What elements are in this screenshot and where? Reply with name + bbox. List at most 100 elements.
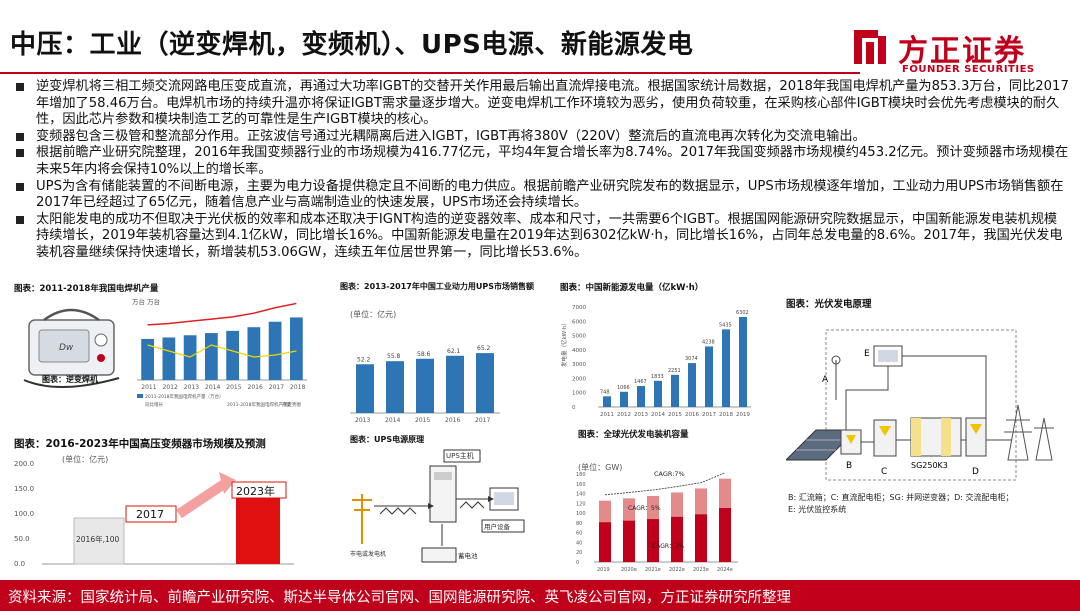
pv-label-b: B xyxy=(846,461,852,471)
bullet-text: 变频器包含三极管和整流部分作用。正弦波信号通过光耦隔离后进入IGBT，IGBT再… xyxy=(36,128,866,144)
bullet-text: 根据前瞻产业研究院整理，2016年我国变频器行业的市场规模为416.77亿元，平… xyxy=(36,145,1069,177)
ne-x-tick: 2013 xyxy=(634,412,648,418)
ne-y-tick: 6000 xyxy=(572,319,586,325)
ne-bar xyxy=(654,380,662,407)
ne-bar xyxy=(688,363,696,407)
ne-bar xyxy=(603,396,611,407)
ups-bar xyxy=(416,358,434,413)
svg-text:2016年,100: 2016年,100 xyxy=(76,534,120,544)
figure-caption: 图表：2016-2023年中国高压变频器市场规模及预测 xyxy=(14,438,266,450)
ne-bar-label: 748 xyxy=(600,389,610,395)
ups-x-tick: 2015 xyxy=(415,417,430,424)
ups-x-tick: 2014 xyxy=(385,417,400,424)
bullet-text: 太阳能发电的成功不但取决于光伏板的效率和成本还取决于IGNT构造的逆变器效率、成… xyxy=(36,211,1063,260)
svg-text:200.0: 200.0 xyxy=(14,460,34,468)
pvg-bar-top xyxy=(599,500,611,523)
pvg-y-tick: 80 xyxy=(576,521,582,527)
ne-bar-label: 1833 xyxy=(651,374,664,380)
welder-bar xyxy=(247,327,261,380)
ne-bar xyxy=(739,316,747,407)
figure-unit: 万台 万台 xyxy=(132,298,161,306)
ne-bar-label: 1467 xyxy=(634,379,647,385)
pv-legend-line-1: B: 汇流箱；C: 直流配电柜；SG: 并网逆变器；D: 交流配电柜； xyxy=(788,493,1014,502)
pvg-cagr-top: CAGR:7% xyxy=(654,470,685,478)
svg-text:150.0: 150.0 xyxy=(14,485,34,493)
bullet-item: 逆变焊机将三相工频交流网路电压变成直流，再通过大功率IGBT的交替开关作用最后输… xyxy=(14,79,1070,129)
ne-bar xyxy=(671,374,679,407)
pvg-bar-top xyxy=(695,488,707,515)
ups-bar-label: 65.2 xyxy=(477,345,491,352)
ne-bar-label: 6302 xyxy=(736,310,749,316)
welder-x-tick: 2014 xyxy=(205,384,220,391)
ne-y-tick: 1000 xyxy=(572,391,586,397)
ne-y-tick: 7000 xyxy=(572,305,586,311)
welder-x-tick: 2018 xyxy=(290,384,305,391)
ups-x-tick: 2017 xyxy=(475,417,490,424)
welder-bar xyxy=(162,337,176,380)
ne-bar xyxy=(620,391,628,407)
welder-x-tick: 2017 xyxy=(269,384,284,391)
welder-bar xyxy=(183,335,197,380)
svg-text:蓄电池: 蓄电池 xyxy=(458,551,478,560)
source-footer: 资料来源：国家统计局、前瞻产业研究院、斯达半导体公司官网、国网能源研究院、英飞凌… xyxy=(0,580,1080,611)
pvg-x-tick: 2024e xyxy=(717,567,733,573)
welder-x-tick: 2012 xyxy=(163,384,178,391)
ne-x-tick: 2017 xyxy=(702,412,716,418)
ne-y-label: 发电量（亿kW·h） xyxy=(560,320,568,367)
pvg-y-tick: 180 xyxy=(576,472,586,478)
ne-y-tick: 2000 xyxy=(572,376,586,382)
ne-bar-label: 2251 xyxy=(668,368,681,374)
svg-text:市电或发电机: 市电或发电机 xyxy=(350,550,386,558)
welder-bar xyxy=(268,321,282,380)
pvg-y-tick: 60 xyxy=(576,531,582,537)
svg-text:UPS主机: UPS主机 xyxy=(446,451,474,460)
welder-x-tick: 2011 xyxy=(141,384,156,391)
welder-bar xyxy=(141,338,154,380)
bullet-square-icon xyxy=(16,149,24,158)
svg-text:Dw: Dw xyxy=(59,343,74,353)
pvg-y-tick: 160 xyxy=(576,482,586,488)
pvg-x-tick: 2020e xyxy=(621,567,637,573)
logo-chinese-name: 方正证券 xyxy=(898,34,1026,69)
slide-header: 中压：工业（逆变焊机，变频机）、UPS电源、新能源发电 方正证券 FOUNDER… xyxy=(0,0,1080,75)
ups-bar-label: 52.2 xyxy=(357,356,371,363)
figure-global-pv-capacity: 图表：全球光伏发电装机容量 (单位：GW) 180 160 140 120 100 80 6… xyxy=(572,428,782,578)
ups-principle-diagram: 市电或发电机 UPS主机 用户设备 蓄电池 xyxy=(350,449,525,563)
svg-text:0.0: 0.0 xyxy=(14,560,25,568)
welder-illustration: Dw xyxy=(23,308,120,388)
figure-unit: (单位：亿元) xyxy=(62,455,109,464)
pvg-y-tick: 120 xyxy=(576,501,586,507)
pvg-cagr-low: CAGR：2% xyxy=(652,543,685,550)
ne-x-tick: 2016 xyxy=(685,412,699,418)
pvg-y-tick: 140 xyxy=(576,492,586,498)
pvg-cagr-mid: CAGR：5% xyxy=(628,505,661,512)
pv-label-c: C xyxy=(881,467,887,477)
welder-legend-1: 2011-2018年我国电焊机产量（万台） xyxy=(145,393,224,400)
welder-legend-2: 同比增长 xyxy=(145,401,163,408)
hv-box-2023 xyxy=(231,481,287,499)
logo-english-name: FOUNDER SECURITIES xyxy=(902,64,1035,75)
ne-x-tick: 2015 xyxy=(668,412,682,418)
ne-y-tick: 4000 xyxy=(572,348,586,354)
ups-bar-label: 58.6 xyxy=(417,351,431,358)
pvg-trend-line xyxy=(604,472,726,496)
pvg-x-tick: 2022e xyxy=(669,567,685,573)
ups-bar xyxy=(446,355,464,413)
ups-bar xyxy=(356,364,374,413)
figure-caption: 图表：中国新能源发电量（亿kW·h） xyxy=(560,283,704,293)
figure-caption: 图表：UPS电源原理 xyxy=(350,435,425,444)
figure-caption: 图表：2011-2018年我国电焊机产量 xyxy=(14,284,159,294)
founder-logo-icon xyxy=(854,30,886,64)
slide-title: 中压：工业（逆变焊机，变频机）、UPS电源、新能源发电 xyxy=(10,30,694,60)
legend-swatch xyxy=(137,394,143,398)
figure-new-energy-generation: 图表：中国新能源发电量（亿kW·h） 0 1000 2000 3000 4000 5000… xyxy=(560,281,760,426)
welder-photo-label: 图表：逆变焊机 xyxy=(42,375,98,384)
figure-ups-market: 图表：2013-2017年中国工业动力用UPS市场销售额 (单位：亿元) 52.… xyxy=(340,281,534,431)
pvg-y-tick: 0 xyxy=(576,560,579,566)
figure-pv-principle: 图表：光伏发电原理 E A B C SG250K3 D xyxy=(786,296,1066,516)
welder-production-chart: 2011 2012 2013 2014 2015 2016 2017 2018 2011-201… xyxy=(137,302,307,408)
pvg-bar-top xyxy=(719,478,731,508)
figure-caption: 图表：2013-2017年中国工业动力用UPS市场销售额 xyxy=(340,282,534,291)
pvg-y-tick: 100 xyxy=(576,511,586,517)
ne-bar-label: 4238 xyxy=(702,339,715,345)
